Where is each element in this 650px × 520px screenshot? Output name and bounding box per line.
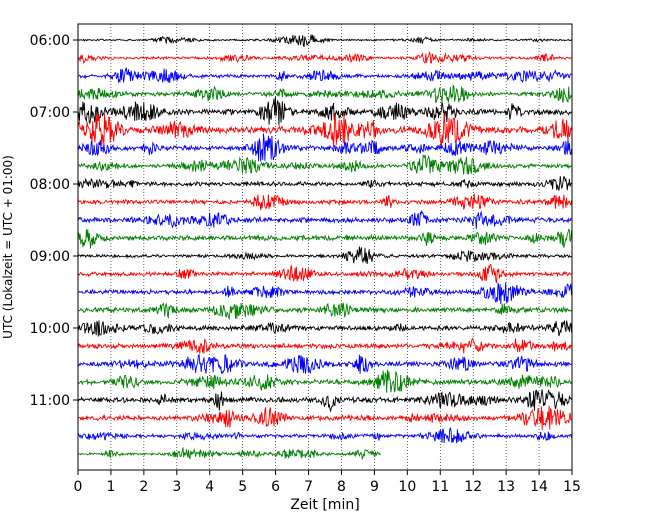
seismogram-trace <box>77 369 572 393</box>
seismogram-trace <box>77 405 572 430</box>
y-tick-label: 09:00 <box>30 249 70 265</box>
x-tick-label: 1 <box>106 479 115 495</box>
x-tick-label: 9 <box>370 479 379 495</box>
seismogram-trace <box>77 51 572 64</box>
x-tick-label: 3 <box>172 479 181 495</box>
plot-frame <box>77 23 573 471</box>
seismogram-trace <box>77 34 572 47</box>
seismogram-trace <box>77 84 572 103</box>
seismogram-trace <box>77 209 572 229</box>
x-tick-label: 11 <box>431 479 449 495</box>
x-tick-label: 7 <box>304 479 313 495</box>
seismogram-trace <box>77 193 572 211</box>
seismogram-trace <box>77 176 572 191</box>
y-tick-label: 08:00 <box>30 177 70 193</box>
seismogram-trace <box>77 96 572 126</box>
x-tick-label: 15 <box>563 479 581 495</box>
x-tick-label: 10 <box>398 479 416 495</box>
seismogram-trace <box>77 353 572 375</box>
x-tick-label: 13 <box>497 479 515 495</box>
seismogram-trace <box>77 264 572 284</box>
x-tick-label: 4 <box>205 479 214 495</box>
x-axis-label: Zeit [min] <box>290 497 359 513</box>
seismogram-trace <box>77 246 572 264</box>
seismogram-trace <box>77 337 572 354</box>
seismogram-trace <box>77 447 381 461</box>
x-axis-ticks: 0 1 2 3 4 5 6 7 8 9 10 11 12 13 14 15 <box>74 470 581 495</box>
x-tick-label: 6 <box>271 479 280 495</box>
x-tick-label: 5 <box>238 479 247 495</box>
seismogram-trace <box>77 302 572 321</box>
x-tick-label: 8 <box>337 479 346 495</box>
seismogram-trace <box>77 320 572 337</box>
seismogram-trace <box>77 282 572 304</box>
x-tick-label: 12 <box>464 479 482 495</box>
y-axis-ticks: 06:00 07:00 08:00 09:00 10:00 11:00 <box>30 33 78 409</box>
seismogram-trace <box>77 154 572 175</box>
y-tick-label: 06:00 <box>30 33 70 49</box>
y-tick-label: 10:00 <box>30 321 70 337</box>
vertical-gridlines <box>110 24 540 470</box>
seismogram-trace <box>77 113 572 148</box>
x-tick-label: 14 <box>530 479 548 495</box>
seismogram-trace <box>77 228 572 249</box>
seismogram-traces <box>77 34 572 461</box>
y-axis-label: UTC (Lokalzeit = UTC + 01:00) <box>1 155 15 339</box>
seismogram-trace <box>77 133 572 162</box>
x-tick-label: 2 <box>139 479 148 495</box>
seismogram-trace <box>77 389 572 413</box>
y-tick-label: 11:00 <box>30 393 70 409</box>
x-tick-label: 0 <box>74 479 83 495</box>
seismogram-trace <box>77 66 572 83</box>
y-tick-label: 07:00 <box>30 105 70 121</box>
seismogram-trace <box>77 427 572 444</box>
